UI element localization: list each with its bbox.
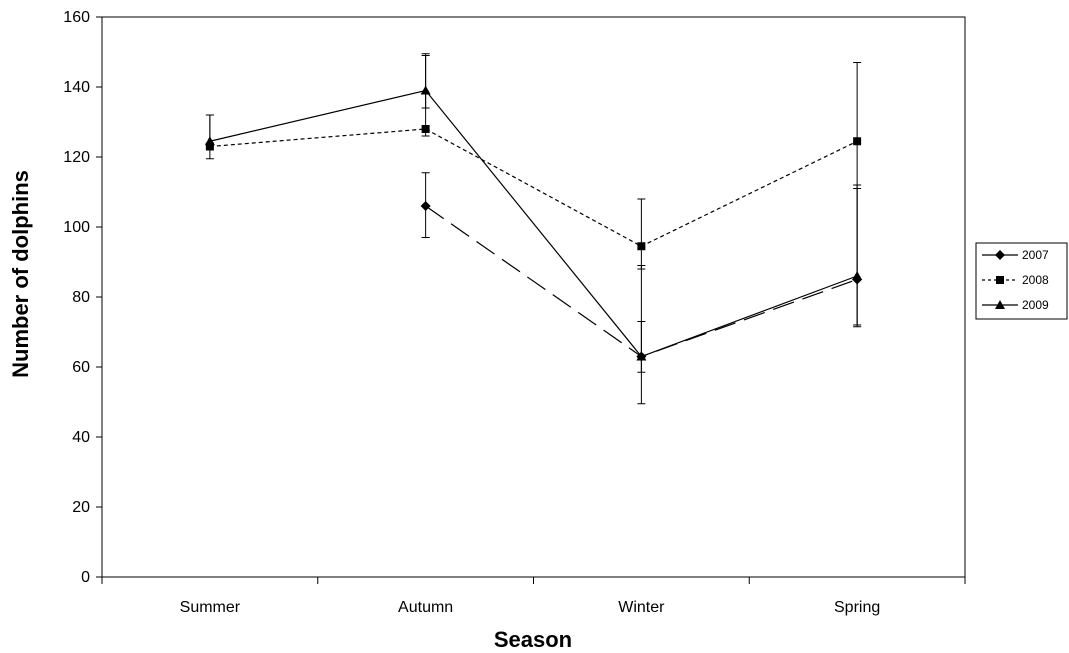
y-axis-title: Number of dolphins [8, 170, 33, 378]
data-point [636, 351, 647, 361]
x-tick-label: Winter [618, 599, 665, 616]
x-tick-label: Summer [180, 599, 241, 616]
legend-label: 2009 [1022, 298, 1049, 312]
series-layer [204, 53, 863, 405]
y-tick-label: 0 [81, 569, 90, 586]
series-line [209, 89, 858, 358]
y-tick-label: 40 [72, 429, 90, 446]
legend-label: 2008 [1022, 273, 1049, 287]
x-axis-title: Season [494, 627, 572, 652]
series-2009 [204, 53, 863, 373]
series-line [209, 128, 858, 247]
data-point [420, 85, 431, 95]
data-point [853, 137, 862, 146]
legend-marker [995, 300, 1005, 309]
legend: 2007 2008 2009 [975, 242, 1068, 320]
legend-label: 2007 [1022, 248, 1049, 262]
data-point [421, 125, 430, 133]
plot-border [101, 16, 966, 578]
data-point [204, 136, 215, 146]
legend-box [975, 242, 1068, 320]
data-point [205, 142, 214, 151]
legend-marker [995, 250, 1005, 260]
series-2008 [205, 55, 862, 326]
data-point [420, 201, 431, 211]
y-tick-label: 100 [63, 219, 90, 236]
x-tick-label: Autumn [398, 599, 453, 616]
y-tick-label: 160 [63, 9, 90, 26]
data-point [637, 242, 646, 251]
y-tick-label: 20 [72, 499, 90, 516]
y-tick-label: 140 [63, 79, 90, 96]
data-point [852, 271, 863, 280]
legend-marker [996, 276, 1004, 284]
x-tick-label: Spring [834, 599, 880, 616]
y-axis: 0 20 40 60 80 100 120 140 160 [63, 9, 102, 586]
plot-area [101, 16, 966, 578]
x-axis: Summer Autumn Winter Spring [101, 577, 966, 616]
y-tick-label: 120 [63, 149, 90, 166]
y-tick-label: 60 [72, 359, 90, 376]
y-tick-label: 80 [72, 289, 90, 306]
